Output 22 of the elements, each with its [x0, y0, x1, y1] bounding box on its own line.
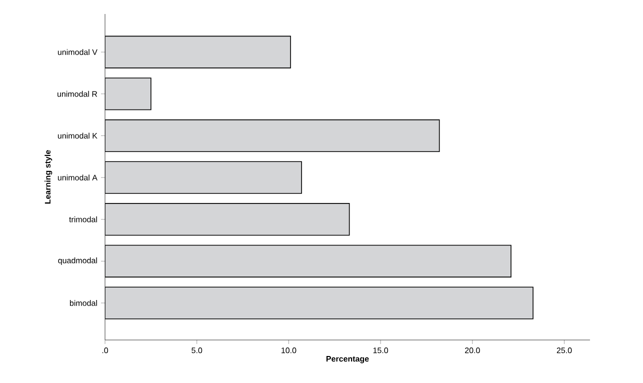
bar	[105, 119, 440, 152]
y-tick-label: quadmodal	[58, 257, 97, 265]
y-tick-label: bimodal	[70, 300, 97, 306]
y-tick-label: unimodal R	[58, 90, 98, 97]
x-tick-label: 20.0	[465, 348, 480, 354]
y-axis-title: Learning style	[44, 150, 52, 204]
y-tick-label: unimodal V	[58, 49, 98, 55]
bar	[105, 78, 152, 110]
bar	[105, 36, 291, 68]
x-axis-title: Percentage	[326, 356, 369, 364]
x-tick-label: 10.0	[282, 348, 296, 354]
x-tick-label: 25.0	[556, 348, 572, 354]
y-tick-label: unimodal K	[58, 132, 98, 139]
bar	[105, 203, 350, 236]
x-tick-label: 15.0	[373, 348, 388, 354]
bar	[105, 286, 534, 320]
x-tick-label: .0	[102, 348, 108, 354]
x-tick-label: 5.0	[192, 348, 202, 354]
bar	[105, 244, 512, 278]
bar	[105, 161, 302, 194]
y-tick-label: trimodal	[69, 216, 97, 222]
y-tick-label: unimodal A	[58, 174, 98, 180]
